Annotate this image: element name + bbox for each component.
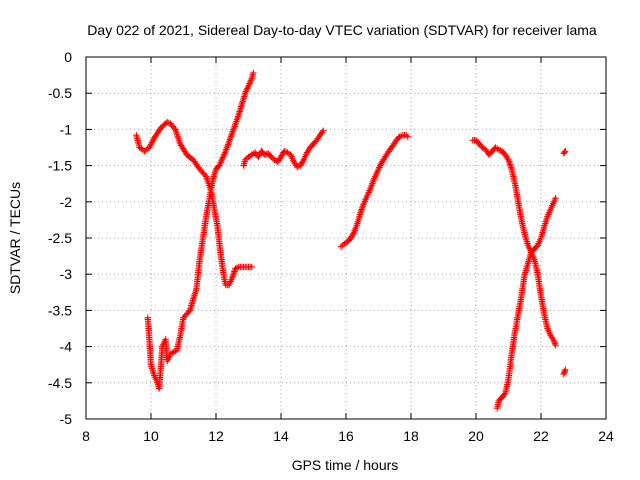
y-tick-label: -5 [60,411,73,427]
y-tick-label: -3 [60,266,73,282]
y-tick-label: -0.5 [48,85,72,101]
series-arc-b [144,69,257,392]
data-point [500,391,508,399]
x-tick-label: 18 [403,428,419,444]
x-tick-labels: 8 10 12 14 16 18 20 22 24 [82,428,614,444]
data-point [562,366,569,373]
y-tick-label: -1 [60,121,73,137]
data-point [552,341,559,349]
x-tick-label: 22 [533,428,549,444]
data-point [404,133,411,140]
x-tick-label: 12 [208,428,224,444]
data-point [170,124,178,132]
data-point [318,129,326,136]
plot-frame [85,56,607,420]
y-tick-labels: 0 -0.5 -1 -1.5 -2 -2.5 -3 -3.5 -4 -4.5 -5 [48,49,72,427]
data-point [320,127,327,135]
series-arc-c [240,127,327,171]
x-tick-label: 8 [82,428,90,444]
data-point [299,158,307,165]
data-point [402,131,410,139]
series-arc-h [560,366,569,378]
y-tick-label: -2.5 [48,230,72,246]
y-tick-label: -1.5 [48,158,72,174]
y-tick-label: -4 [60,339,73,355]
series-arc-e [469,137,559,349]
data-point [561,149,568,156]
data-point [250,69,257,77]
data-point [232,265,239,272]
data-point [248,263,255,271]
x-tick-label: 14 [273,428,289,444]
x-tick-label: 10 [143,428,159,444]
y-tick-label: -4.5 [48,375,72,391]
data-point [552,194,559,202]
y-tick-label: -3.5 [48,302,72,318]
x-axis-label: GPS time / hours [292,457,399,473]
x-tick-label: 20 [468,428,484,444]
y-tick-label: 0 [64,49,72,65]
series-arc-a [133,118,255,289]
series-arc-d [337,131,411,250]
series-arc-f [493,194,559,412]
data-points [133,69,569,412]
data-point [201,171,209,179]
data-point [562,147,569,155]
data-point [350,230,357,237]
y-axis-label: SDTVAR / TECUs [7,182,23,294]
chart-title: Day 022 of 2021, Sidereal Day-to-day VTE… [87,22,597,38]
x-tick-label: 24 [598,428,614,444]
y-tick-label: -2 [60,194,73,210]
series-arc-g [560,147,569,157]
data-point [337,243,345,250]
x-tick-label: 16 [338,428,354,444]
